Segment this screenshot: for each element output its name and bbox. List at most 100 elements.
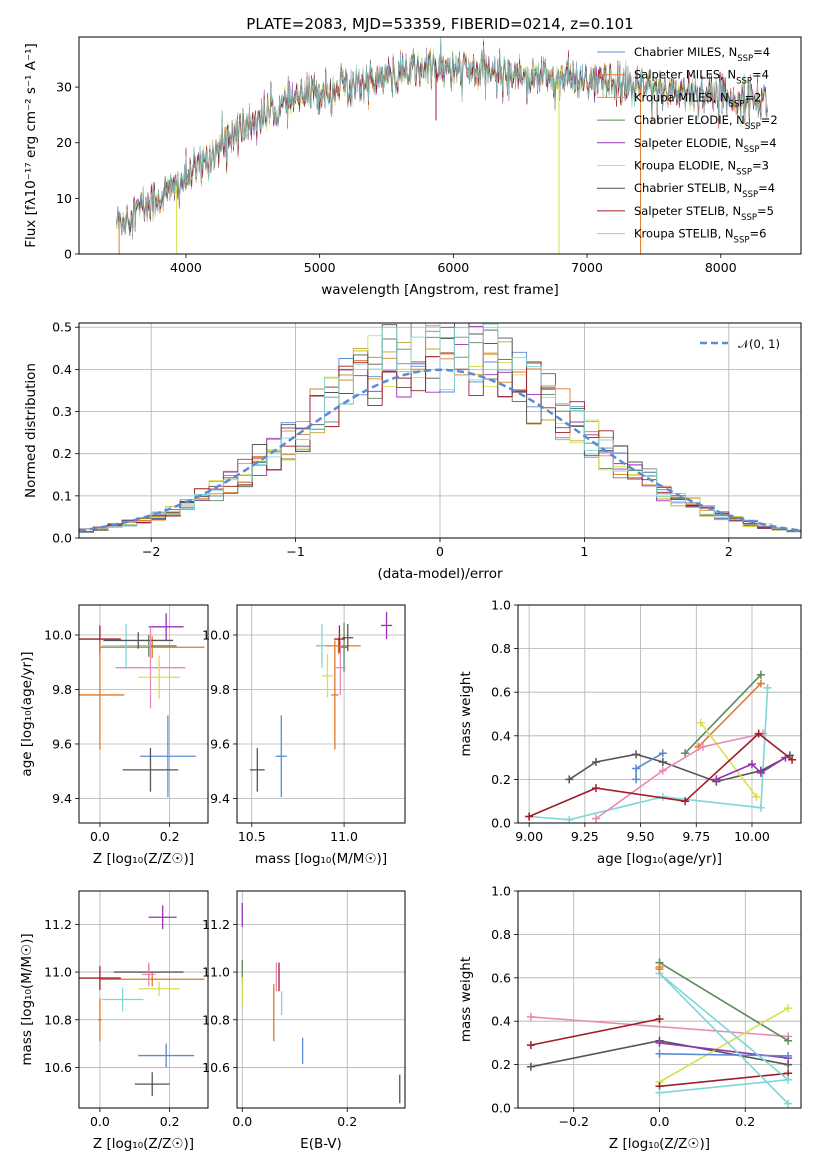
- series-marker-0-0: [526, 1012, 535, 1021]
- series-marker-8-3: [784, 1099, 793, 1108]
- y-tick-label: 11.0: [44, 965, 72, 980]
- series-line-3: [659, 961, 789, 1042]
- x-tick-label: 0.0: [650, 1114, 670, 1129]
- axes-frame: [78, 604, 209, 824]
- series-marker-6-2: [681, 797, 690, 806]
- y-axis-label: age [log₁₀(age/yr)]: [19, 651, 35, 776]
- panel-spectrum: 4000 5000 6000 7000 8000 0 10 20 30 wavelength [A…: [23, 36, 802, 298]
- x-axis-label: mass [log₁₀(M/M☉)]: [255, 851, 387, 867]
- series-marker-7-3: [781, 753, 790, 762]
- series-marker-5-0: [591, 814, 600, 823]
- series-line-7: [659, 1072, 789, 1088]
- series-marker-8-1: [632, 764, 641, 773]
- series-marker-0-4: [763, 683, 772, 692]
- series-marker-6-3: [754, 729, 763, 738]
- panel-massweight-vs-Z: −0.2 0.0 0.2 0.0 0.2 0.4 0.6 0.8 1.0 Z [log₁₀(Z/Z…: [458, 884, 802, 1152]
- series-marker-2-1: [756, 670, 765, 679]
- x-tick-label: 0.2: [735, 1114, 755, 1129]
- x-tick-label: 0.2: [160, 829, 180, 844]
- series-marker-8-0: [655, 1088, 664, 1097]
- y-tick-label: 0.2: [491, 772, 511, 787]
- legend-label-2: Kroupa MILES, NSSP=2: [634, 90, 761, 109]
- series-marker-6-0: [655, 1049, 664, 1058]
- series-marker-8-0: [632, 775, 641, 784]
- y-tick-label: 0.1: [52, 488, 72, 503]
- x-axis-label: Z [log₁₀(Z/Z☉)]: [609, 1136, 710, 1152]
- x-tick-label: 1: [580, 544, 588, 559]
- legend-label-1: Salpeter MILES, NSSP=4: [634, 68, 769, 87]
- x-tick-label: 11.0: [330, 829, 358, 844]
- panel-age-vs-Z: 0.0 0.2 9.4 9.6 9.8 10.0 Z [log₁₀(Z/Z☉)] age [l…: [19, 604, 209, 867]
- y-tick-label: 11.2: [202, 917, 230, 932]
- y-axis-label: mass [log₁₀(M/M☉)]: [19, 933, 35, 1065]
- series-line-8: [635, 752, 664, 780]
- y-tick-label: 0.3: [52, 404, 72, 419]
- y-tick-label: 0.0: [491, 1101, 511, 1116]
- x-tick-label: 10.00: [734, 829, 770, 844]
- x-tick-label: 9.75: [682, 829, 710, 844]
- y-axis-label: Flux [fλ10⁻¹⁷ erg cm⁻² s⁻¹ A⁻¹]: [23, 43, 39, 248]
- x-tick-label: 9.00: [515, 829, 543, 844]
- series-marker-1-1: [655, 1015, 664, 1024]
- x-axis-label: E(B-V): [300, 1136, 342, 1152]
- series-marker-5-0: [655, 1038, 664, 1047]
- series-line-6: [659, 1053, 789, 1057]
- y-tick-label: 9.6: [210, 736, 230, 751]
- x-tick-label: −2: [142, 544, 160, 559]
- y-tick-label: 0.6: [491, 685, 511, 700]
- series-marker-6-1: [784, 1051, 793, 1060]
- series-marker-3-1: [756, 679, 765, 688]
- series-line-1: [530, 1018, 660, 1046]
- legend-label-4: Salpeter ELODIE, NSSP=4: [634, 136, 777, 155]
- legend: Chabrier MILES, NSSP=4 Salpeter MILES, NS…: [597, 45, 778, 246]
- y-tick-label: 10.6: [202, 1060, 230, 1075]
- legend-label-0: Chabrier MILES, NSSP=4: [634, 45, 770, 64]
- series-marker-6-4: [788, 755, 797, 764]
- panel-residuals: −2 −1 0 1 2 0.0 0.1 0.2 0.3 0.4 0.5 (data-model)/er…: [23, 320, 802, 582]
- x-axis-label: Z [log₁₀(Z/Z☉)]: [93, 851, 194, 867]
- x-tick-label: 2: [725, 544, 733, 559]
- series-marker-1-3: [658, 757, 667, 766]
- y-tick-label: 0.8: [491, 641, 511, 656]
- y-tick-label: 0.4: [52, 362, 72, 377]
- y-tick-label: 9.4: [52, 791, 72, 806]
- x-tick-label: 9.50: [627, 829, 655, 844]
- x-axis-label: Z [log₁₀(Z/Z☉)]: [93, 1136, 194, 1152]
- y-tick-label: 0.6: [491, 970, 511, 985]
- x-tick-label: −1: [286, 544, 304, 559]
- series-marker-2-0: [681, 749, 690, 758]
- y-tick-label: 0.4: [491, 1014, 511, 1029]
- axes-frame: [78, 36, 802, 255]
- y-tick-label: 10.0: [44, 627, 72, 642]
- y-tick-label: 11.0: [202, 965, 230, 980]
- y-tick-label: 0.0: [52, 531, 72, 546]
- x-tick-label: 8000: [705, 260, 737, 275]
- series-marker-1-2: [632, 750, 641, 759]
- axes-frame: [78, 322, 802, 539]
- panel-mass-vs-Z: 0.0 0.2 10.6 10.8 11.0 11.2 Z [log₁₀(Z/Z☉)] mas…: [19, 890, 209, 1152]
- x-tick-label: 0.2: [160, 1114, 180, 1129]
- hist-step-8: [79, 323, 801, 538]
- axes-frame: [236, 604, 406, 824]
- axes-frame: [78, 890, 209, 1109]
- y-tick-label: 9.4: [210, 791, 230, 806]
- y-tick-label: 9.6: [52, 736, 72, 751]
- series-line-8: [658, 972, 791, 1105]
- y-axis-label: mass weight: [458, 957, 474, 1042]
- y-tick-label: 10: [56, 191, 72, 206]
- series-marker-1-0: [526, 1041, 535, 1050]
- series-marker-7-1: [747, 760, 756, 769]
- x-axis-label: (data-model)/error: [377, 566, 503, 582]
- y-tick-label: 0.8: [491, 927, 511, 942]
- legend-label: 𝒩(0, 1): [738, 337, 780, 351]
- series-line-4: [700, 722, 758, 798]
- x-axis-label: age [log₁₀(age/yr)]: [597, 851, 722, 867]
- y-axis-label: Normed distribution: [23, 363, 39, 498]
- axes-frame: [517, 890, 802, 1109]
- y-tick-label: 0.2: [52, 446, 72, 461]
- x-tick-label: 5000: [304, 260, 336, 275]
- y-tick-label: 10.8: [202, 1012, 230, 1027]
- y-tick-label: 0.0: [491, 816, 511, 831]
- panel-age-vs-mass: 10.5 11.0 9.4 9.6 9.8 10.0 mass [log₁₀(M/M☉)]: [202, 604, 406, 867]
